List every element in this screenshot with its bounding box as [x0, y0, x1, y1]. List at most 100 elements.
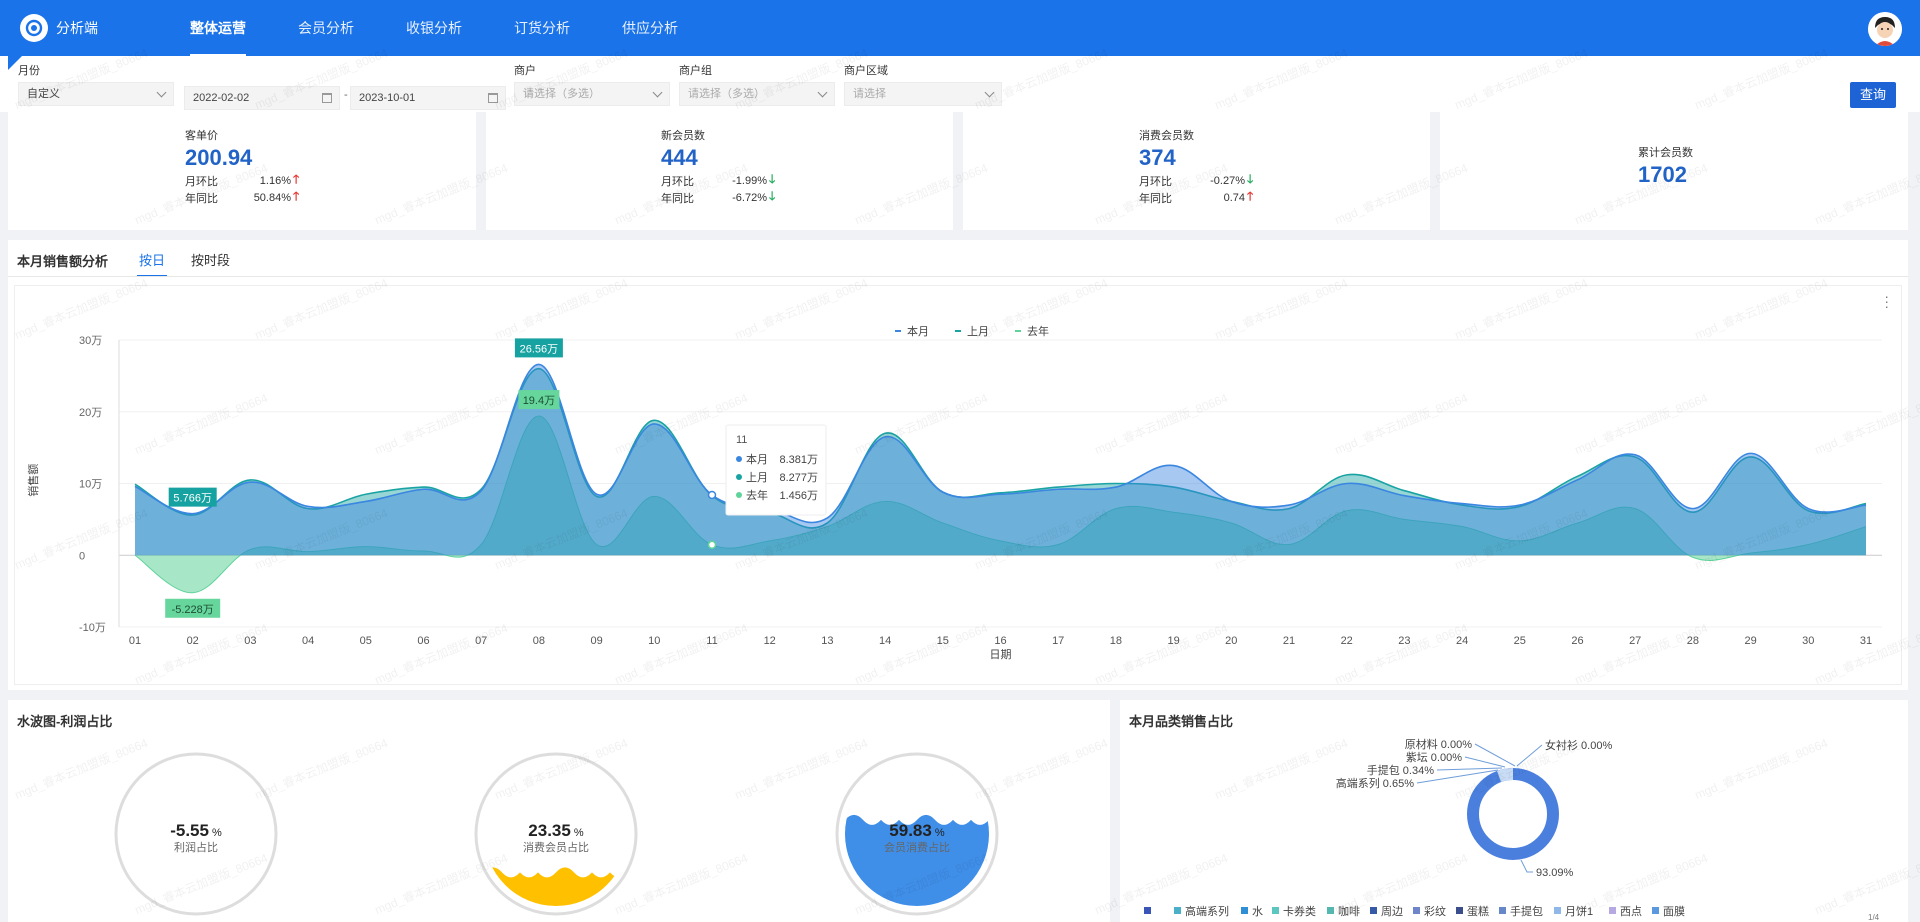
data-label-box	[168, 487, 217, 507]
kpi-card-consume-members: 消费会员数 374 月环比 -0.27% 🡓 年同比 0.74 🡑	[963, 112, 1430, 230]
legend-marker[interactable]	[1272, 907, 1279, 914]
x-tick-label: 20	[1225, 635, 1237, 647]
x-tick-label: 02	[187, 635, 199, 647]
data-label-box	[165, 598, 221, 618]
x-tick-label: 21	[1283, 635, 1295, 647]
data-label-box	[518, 390, 560, 410]
x-tick-label: 25	[1514, 635, 1526, 647]
legend-label[interactable]: 高端系列	[1185, 904, 1229, 918]
pie-callout-line	[1436, 767, 1503, 771]
legend-marker[interactable]	[1413, 907, 1420, 914]
legend-label[interactable]: 西点	[1620, 905, 1642, 918]
more-menu-icon[interactable]: · · ·	[1884, 288, 1889, 314]
series-area-本月	[135, 364, 1866, 556]
arrow-up-icon: 🡑	[293, 189, 300, 203]
kpi-card-total-members: 累计会员数 1702	[1440, 112, 1908, 230]
legend-label[interactable]: 手提包	[1510, 904, 1543, 918]
nav-tab-member[interactable]: 会员分析	[298, 20, 354, 36]
month-select[interactable]: 自定义	[18, 82, 174, 106]
wave-panel-title: 水波图-利润占比	[17, 714, 113, 729]
gauge-value: 59.83 %	[889, 821, 945, 840]
x-tick-label: 19	[1167, 635, 1179, 647]
nav-tab-overall[interactable]: 整体运营	[190, 0, 246, 56]
legend-marker[interactable]	[1174, 907, 1181, 914]
nav-tab-cashier[interactable]: 收银分析	[406, 20, 462, 36]
tooltip-marker	[736, 473, 742, 480]
pie-callout-line	[1520, 859, 1533, 873]
pie-slice-small[interactable]	[1497, 768, 1513, 782]
series-area-去年	[135, 416, 1866, 593]
legend-marker[interactable]	[1241, 907, 1248, 914]
legend-label[interactable]: 彩纹	[1424, 904, 1446, 918]
legend-label[interactable]: 上月	[967, 325, 989, 338]
hover-point	[707, 490, 717, 500]
legend-label[interactable]: 水	[1252, 905, 1263, 918]
date-end-field[interactable]: 2023-10-01	[350, 82, 506, 110]
app-title: 分析端	[56, 20, 98, 36]
nav-tab-supply[interactable]: 供应分析	[622, 20, 678, 36]
merchant-select[interactable]: 请选择（多选）	[514, 82, 670, 106]
pie-callout-label: 高端系列 0.65%	[1336, 776, 1414, 790]
legend-marker[interactable]	[1499, 907, 1506, 914]
tab-by-period[interactable]: 按时段	[191, 253, 231, 268]
pie-panel-title: 本月品类销售占比	[1129, 714, 1234, 729]
legend-label[interactable]: 月饼1	[1565, 904, 1593, 918]
gauge-ring	[474, 752, 638, 916]
legend-marker[interactable]	[1456, 907, 1463, 914]
x-tick-label: 14	[879, 635, 891, 647]
x-tick-label: 07	[475, 635, 487, 647]
date-start-field[interactable]: 2022-02-02	[184, 82, 340, 110]
x-tick-label: 04	[302, 635, 314, 647]
x-tick-label: 05	[360, 635, 372, 647]
month-filter: 月份 自定义	[18, 64, 174, 106]
pie-callout-label: 手提包 0.34%	[1367, 763, 1434, 777]
legend-marker[interactable]	[1370, 907, 1377, 914]
month-label: 月份	[18, 65, 40, 77]
chevron-down-icon	[817, 87, 828, 98]
legend-label[interactable]: 咖啡	[1338, 904, 1360, 918]
series-line-去年[interactable]	[134, 415, 1867, 594]
series-line-本月[interactable]	[134, 363, 1867, 524]
x-tick-label: 16	[994, 635, 1006, 647]
arrow-down-icon: 🡓	[769, 172, 776, 186]
arrow-up-icon: 🡑	[293, 172, 300, 186]
x-tick-label: 30	[1802, 635, 1814, 647]
app-logo[interactable]: 分析端	[20, 14, 190, 42]
tooltip-series-name: 本月	[746, 452, 768, 466]
gauge-value: -5.55 %	[170, 821, 222, 840]
gauge-ring	[114, 752, 278, 916]
tab-by-day[interactable]: 按日	[136, 250, 168, 277]
merchant-group-select[interactable]: 请选择（多选）	[679, 82, 835, 106]
calendar-icon	[322, 93, 332, 103]
user-avatar[interactable]	[1868, 12, 1902, 46]
chevron-down-icon	[984, 87, 995, 98]
x-tick-label: 09	[590, 635, 602, 647]
legend-marker[interactable]	[1554, 907, 1561, 914]
merchant-area-select[interactable]: 请选择	[844, 82, 1002, 106]
legend-label[interactable]: 蛋糕	[1467, 904, 1489, 918]
query-button[interactable]: 查询	[1850, 82, 1896, 108]
arrow-down-icon: 🡓	[1247, 172, 1254, 186]
tooltip-series-name: 上月	[746, 471, 768, 484]
legend-label[interactable]: 周边	[1381, 905, 1403, 918]
legend-label[interactable]: 本月	[907, 324, 929, 338]
sales-area-chart[interactable]: -10万 0 10万 20万 30万 01 02 03 04 05 06 07 08 09 10 11 12 13…	[15, 286, 1901, 684]
date-range-separator: -	[344, 89, 348, 101]
legend-marker[interactable]	[1609, 907, 1616, 914]
legend-label[interactable]: 去年	[1027, 324, 1049, 338]
wave-gauges: -5.55 %利润占比 23.35 %消费会员占比 59.83 %会员消费占比	[114, 752, 999, 916]
legend-label[interactable]: 面膜	[1663, 905, 1685, 918]
pie-callout-line	[1464, 756, 1506, 768]
y-tick-label: 30万	[79, 335, 102, 347]
legend-label[interactable]: 卡券类	[1283, 904, 1316, 918]
x-tick-label: 10	[648, 635, 660, 647]
category-donut-chart[interactable]: 原材料 0.00%紫坛 0.00%手提包 0.34%高端系列 0.65% 女衬衫 …	[1120, 700, 1908, 922]
legend-page-indicator[interactable]: 1/4	[1868, 913, 1880, 922]
filter-bar: 月份 自定义 2022-02-02 2023-10-01 商户 请选择（多选） …	[0, 56, 1920, 112]
pie-slice-main[interactable]	[1467, 768, 1559, 860]
legend-marker[interactable]	[1652, 907, 1659, 914]
legend-marker[interactable]	[1144, 907, 1151, 914]
nav-tab-order[interactable]: 订货分析	[514, 20, 570, 36]
legend-marker[interactable]	[1327, 907, 1334, 914]
